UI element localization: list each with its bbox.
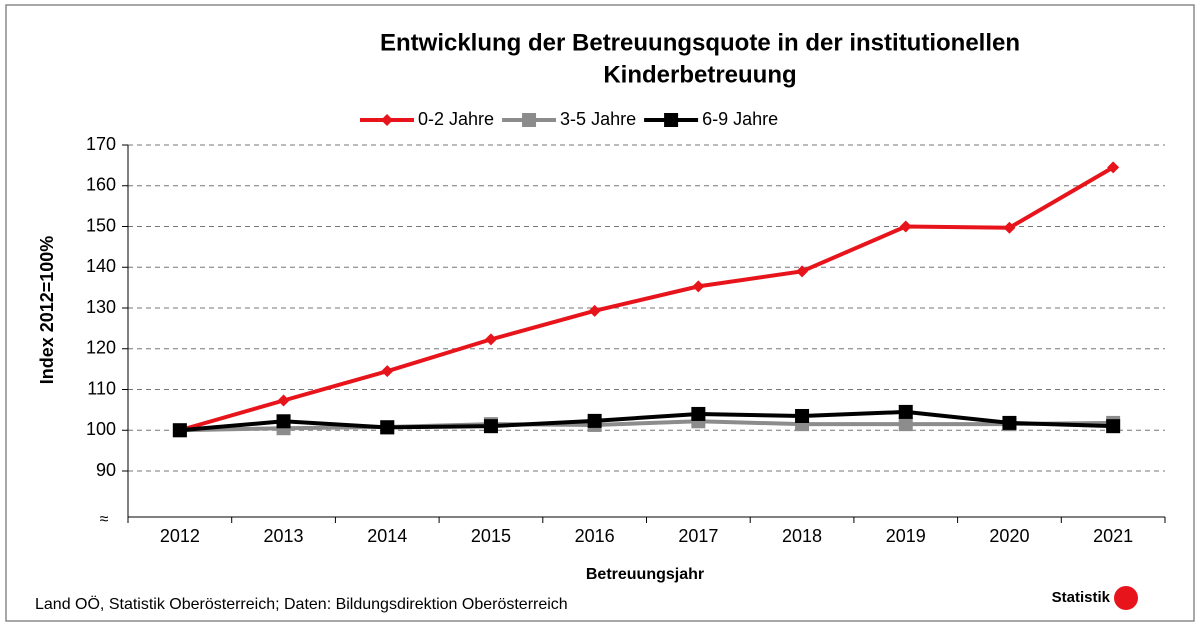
y-tick-label: 130: [86, 297, 116, 317]
data-point: [172, 423, 187, 438]
x-tick-label: 2017: [678, 526, 718, 546]
x-tick-label: 2020: [989, 526, 1029, 546]
source-note: Land OÖ, Statistik Oberösterreich; Daten…: [35, 595, 568, 613]
data-point: [691, 406, 706, 421]
x-tick-label: 2015: [471, 526, 511, 546]
x-tick-label: 2018: [782, 526, 822, 546]
data-point: [898, 404, 913, 419]
legend-marker: [664, 113, 679, 127]
data-point: [692, 280, 705, 293]
data-point: [380, 420, 395, 435]
chart-title: Kinderbetreuung: [603, 61, 796, 88]
data-point: [483, 419, 498, 434]
y-tick-label: 110: [87, 378, 116, 398]
x-axis-label: Betreuungsjahr: [586, 566, 704, 583]
y-axis-label: Index 2012=100%: [37, 236, 57, 385]
chart-title: Entwicklung der Betreuungsquote in der i…: [380, 29, 1020, 56]
y-tick-label: 100: [86, 419, 116, 439]
y-tick-label: 90: [96, 460, 116, 480]
series-line: [179, 409, 1114, 433]
y-tick-label: 140: [86, 256, 116, 276]
x-tick-label: 2016: [575, 526, 615, 546]
data-point: [1106, 419, 1121, 434]
data-point: [1003, 221, 1016, 234]
data-point: [795, 408, 810, 423]
x-tick-label: 2014: [367, 526, 407, 546]
legend-label: 0-2 Jahre: [418, 109, 494, 129]
y-tick-label: 150: [86, 215, 116, 235]
axis-break: ≈: [100, 511, 109, 528]
x-tick-label: 2012: [160, 526, 200, 546]
data-point: [1107, 161, 1120, 174]
legend-marker: [522, 113, 537, 127]
data-point: [796, 265, 809, 278]
data-point: [484, 333, 497, 346]
data-point: [381, 365, 394, 378]
series-line: [179, 165, 1115, 433]
frame: [5, 4, 1195, 622]
legend-label: 3-5 Jahre: [560, 109, 636, 129]
x-tick-label: 2021: [1093, 526, 1133, 546]
series-line: [179, 419, 1114, 433]
data-point: [899, 220, 912, 233]
data-point: [277, 394, 290, 407]
y-tick-label: 120: [86, 338, 116, 358]
data-point: [898, 417, 913, 432]
x-tick-label: 2019: [886, 526, 926, 546]
legend-label: 6-9 Jahre: [702, 109, 778, 129]
data-point: [276, 414, 291, 429]
legend-marker: [381, 114, 393, 126]
data-point: [588, 304, 601, 317]
y-tick-label: 160: [86, 175, 116, 195]
data-point: [1002, 415, 1017, 430]
logo-text: Statistik: [1052, 589, 1111, 606]
x-tick-label: 2013: [264, 526, 304, 546]
data-point: [587, 413, 602, 428]
logo-icon: [1114, 586, 1138, 610]
y-tick-label: 170: [86, 134, 116, 154]
